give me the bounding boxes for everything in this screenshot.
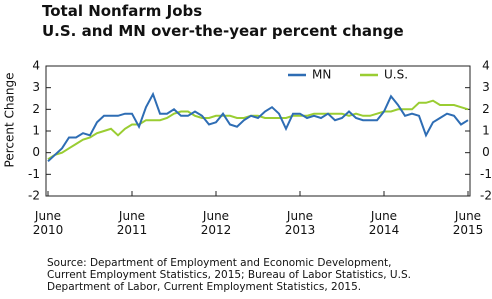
y2-tick-label: 2 bbox=[482, 102, 490, 116]
y-tick-label: -1 bbox=[28, 167, 40, 181]
y-tick-label: 4 bbox=[32, 59, 40, 73]
y-tick-label: -2 bbox=[28, 189, 40, 203]
y-tick-label: 2 bbox=[32, 102, 40, 116]
source-line: Source: Department of Employment and Eco… bbox=[47, 257, 391, 269]
y-tick-label: 1 bbox=[32, 124, 40, 138]
y2-tick-label: -1 bbox=[480, 167, 492, 181]
y-tick-label: 0 bbox=[32, 145, 40, 159]
y2-tick-label: 0 bbox=[482, 145, 490, 159]
series-line bbox=[47, 91, 469, 163]
legend-label: MN bbox=[312, 68, 331, 82]
x-tick-label: June 2010 bbox=[33, 209, 64, 237]
chart-title: Total Nonfarm Jobs bbox=[42, 2, 202, 20]
x-tick-label: June 2014 bbox=[369, 209, 400, 237]
plot-frame bbox=[45, 65, 471, 197]
y2-tick-label: -2 bbox=[480, 189, 492, 203]
series-line bbox=[47, 99, 469, 161]
source-line: Current Employment Statistics, 2015; Bur… bbox=[47, 269, 411, 281]
y-tick-label: 3 bbox=[32, 80, 40, 94]
x-tick-label: June 2015 bbox=[453, 209, 484, 237]
y2-tick-label: 4 bbox=[482, 59, 490, 73]
x-tick-label: June 2012 bbox=[201, 209, 232, 237]
y-axis-label: Percent Change bbox=[3, 73, 17, 168]
legend-label: U.S. bbox=[384, 68, 408, 82]
y2-tick-label: 1 bbox=[482, 124, 490, 138]
source-line: Department of Labor, Current Employment … bbox=[47, 281, 361, 293]
x-tick-label: June 2013 bbox=[285, 209, 316, 237]
y2-tick-label: 3 bbox=[482, 80, 490, 94]
x-tick-label: June 2011 bbox=[117, 209, 148, 237]
chart-subtitle: U.S. and MN over-the-year percent change bbox=[42, 22, 404, 40]
